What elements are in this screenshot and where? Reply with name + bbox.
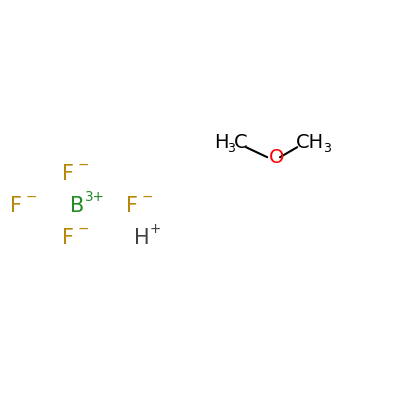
Text: −: − [77,158,88,172]
Text: +: + [149,222,160,236]
Text: −: − [141,190,152,204]
Text: O: O [269,148,284,167]
Text: B: B [70,196,84,216]
Text: CH: CH [296,132,324,152]
Text: H: H [134,228,150,248]
Text: H: H [214,132,228,152]
Text: −: − [25,190,36,204]
Text: F: F [10,196,22,216]
Text: 3: 3 [227,142,235,154]
Text: 3: 3 [323,142,331,154]
Text: F: F [62,164,74,184]
Text: −: − [77,222,88,236]
Text: F: F [126,196,138,216]
Text: F: F [62,228,74,248]
Text: 3+: 3+ [85,190,105,204]
Text: C: C [234,132,248,152]
